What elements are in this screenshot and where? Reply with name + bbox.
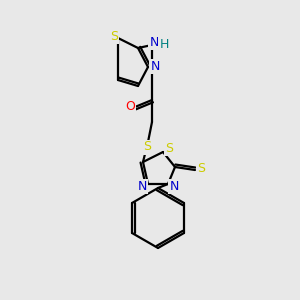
Text: O: O <box>125 100 135 112</box>
Text: N: N <box>169 179 179 193</box>
Text: S: S <box>165 142 173 154</box>
Text: S: S <box>110 29 118 43</box>
Text: N: N <box>137 179 147 193</box>
Text: S: S <box>143 140 151 154</box>
Text: S: S <box>197 163 205 176</box>
Text: N: N <box>150 59 160 73</box>
Text: H: H <box>159 38 169 50</box>
Text: N: N <box>149 35 159 49</box>
